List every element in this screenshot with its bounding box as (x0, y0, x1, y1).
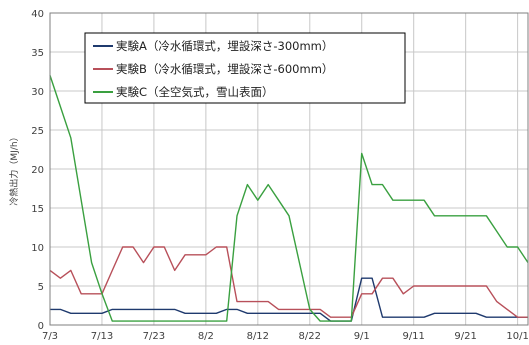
x-tick-label: 7/13 (91, 331, 113, 342)
y-tick-label: 20 (31, 165, 44, 176)
y-tick-label: 25 (31, 126, 44, 137)
x-tick-label: 9/11 (402, 331, 424, 342)
y-tick-label: 0 (38, 321, 44, 332)
series-layer (49, 75, 529, 322)
legend-label-c: 実験C（全空気式，雪山表面） (116, 85, 274, 99)
x-tick-label: 7/23 (143, 331, 165, 342)
y-tick-label: 15 (31, 204, 44, 215)
y-tick-label: 30 (31, 87, 44, 98)
x-tick-label: 7/3 (42, 331, 58, 342)
y-tick-label: 10 (31, 243, 44, 254)
y-tick-label: 35 (31, 48, 44, 59)
y-axis-label: 冷熱出力（MJ/h） (8, 132, 20, 205)
y-tick-labels: 0 5 10 15 20 25 30 35 40 (31, 9, 44, 332)
series-line-0 (50, 277, 528, 322)
series-line-2 (49, 75, 529, 322)
x-tick-label: 8/12 (247, 331, 269, 342)
series-line-1 (49, 246, 528, 318)
x-tick-labels: 7/3 7/13 7/23 8/2 8/12 8/22 9/1 9/11 9/21 10/1 (42, 331, 529, 342)
legend-box (84, 32, 406, 104)
y-tick-label: 5 (38, 282, 44, 293)
plot-frame (49, 12, 529, 326)
axes (49, 12, 529, 326)
x-tick-label: 8/2 (198, 331, 214, 342)
x-tick-label: 8/22 (299, 331, 321, 342)
x-tick-label: 10/1 (506, 331, 528, 342)
legend: 実験A（冷水循環式，埋設深さ-300mm） 実験B（冷水循環式，埋設深さ-600… (84, 32, 406, 104)
x-tick-label: 9/1 (354, 331, 370, 342)
legend-label-a: 実験A（冷水循環式，埋設深さ-300mm） (116, 39, 333, 53)
x-tick-label: 9/21 (454, 331, 476, 342)
y-tick-label: 40 (31, 9, 44, 20)
legend-label-b: 実験B（冷水循環式，埋設深さ-600mm） (116, 62, 333, 76)
